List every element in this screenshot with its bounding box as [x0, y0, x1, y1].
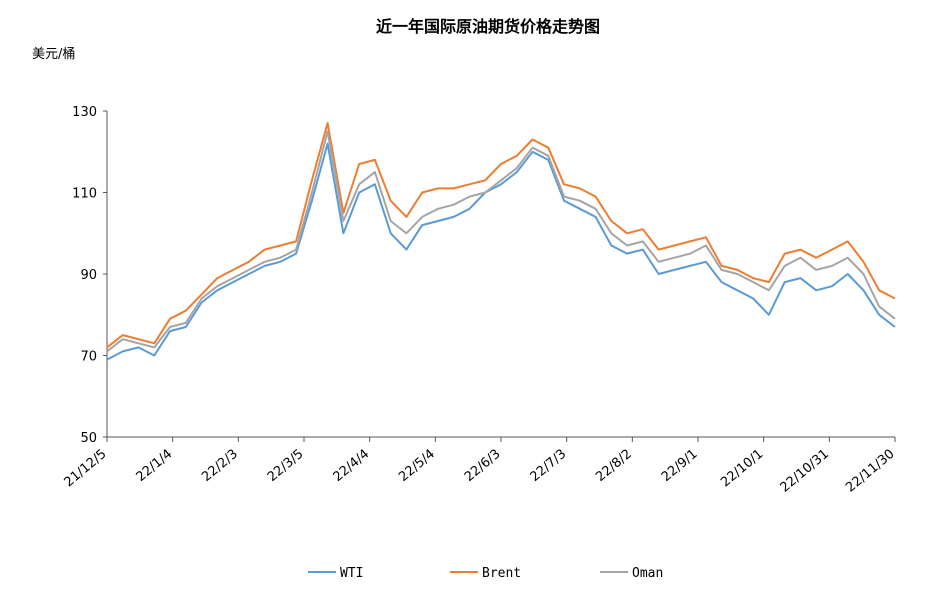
x-tick-label: 22/10/1 [718, 447, 766, 491]
series-line-wti [106, 142, 896, 361]
axes: 50 70 90 110 130 21/12/5 22/1/4 22/2/3 22/3/5 22/… [62, 105, 898, 496]
x-tick-label: 22/2/3 [199, 447, 241, 485]
y-tick-label: 90 [80, 268, 97, 283]
series-line-brent [106, 122, 896, 349]
y-axis-unit: 美元/桶 [32, 47, 75, 62]
y-tick-label: 110 [72, 187, 97, 202]
legend: WTI Brent Oman [308, 566, 663, 581]
x-tick-label: 22/10/31 [778, 447, 832, 496]
series-lines [106, 122, 896, 361]
x-tick-label: 22/9/1 [659, 447, 701, 485]
legend-label-wti: WTI [340, 566, 363, 581]
series-line-oman [106, 130, 896, 353]
x-tick-label: 22/11/30 [843, 447, 897, 496]
x-tick-label: 22/6/3 [462, 447, 504, 485]
y-tick-label: 130 [72, 105, 97, 120]
chart-title: 近一年国际原油期货价格走势图 [376, 17, 600, 36]
x-tick-label: 21/12/5 [62, 447, 110, 491]
x-tick-label: 22/5/4 [396, 447, 438, 485]
legend-label-brent: Brent [482, 566, 521, 581]
x-tick-label: 22/3/5 [265, 447, 307, 485]
legend-label-oman: Oman [632, 566, 663, 581]
x-tick-label: 22/4/4 [331, 447, 373, 485]
x-tick-label: 22/8/2 [593, 447, 635, 485]
y-tick-label: 70 [80, 350, 97, 365]
x-tick-label: 22/1/4 [134, 447, 176, 485]
x-tick-label: 22/7/3 [528, 447, 570, 485]
y-tick-label: 50 [80, 431, 97, 446]
